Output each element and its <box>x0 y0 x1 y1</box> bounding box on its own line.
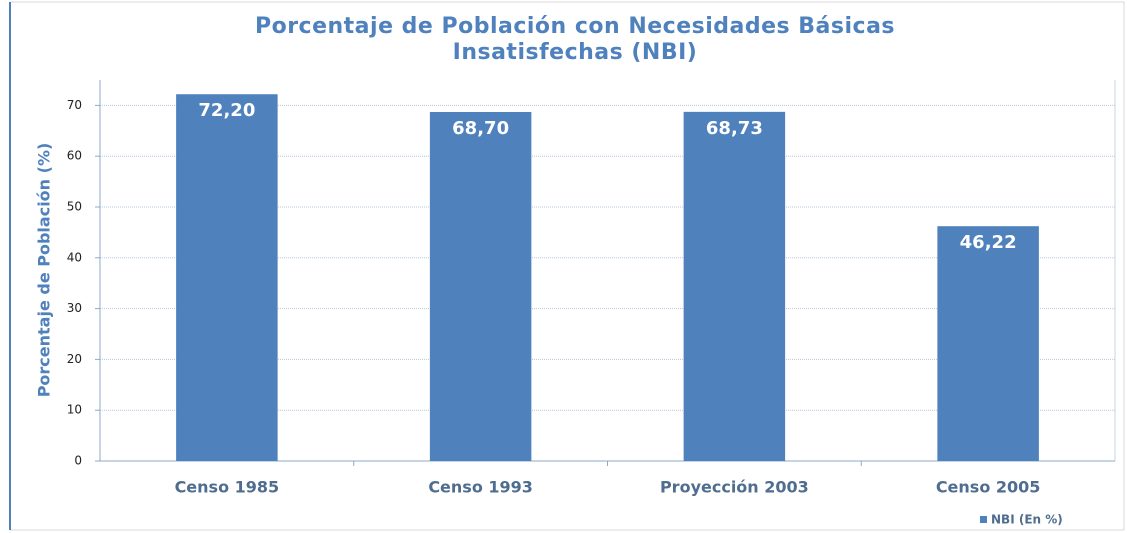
y-tick-label: 20 <box>67 352 82 366</box>
chart-title: Porcentaje de Población con Necesidades … <box>254 14 896 65</box>
y-axis-label: Porcentaje de Población (%) <box>35 143 54 398</box>
y-tick-label: 50 <box>67 200 82 214</box>
y-tick-label: 0 <box>74 454 82 468</box>
data-label: 68,73 <box>706 118 763 139</box>
x-tick-label: Censo 2005 <box>936 478 1041 497</box>
legend-swatch <box>980 516 987 523</box>
data-label: 72,20 <box>198 100 255 121</box>
data-label: 68,70 <box>452 118 509 139</box>
y-tick-label: 70 <box>67 98 82 112</box>
bar <box>937 226 1039 461</box>
y-tick-label: 40 <box>67 250 82 264</box>
x-tick-label: Censo 1993 <box>428 478 533 497</box>
bar <box>683 111 786 462</box>
y-tick-label: 10 <box>67 403 82 417</box>
y-tick-label: 30 <box>67 301 82 315</box>
x-tick-label: Censo 1985 <box>175 478 280 497</box>
legend-label: NBI (En %) <box>991 513 1063 527</box>
data-label: 46,22 <box>960 232 1017 253</box>
bar <box>176 94 278 461</box>
y-tick-label: 60 <box>67 149 82 163</box>
x-tick-label: Proyección 2003 <box>660 478 809 497</box>
bar <box>429 112 532 461</box>
